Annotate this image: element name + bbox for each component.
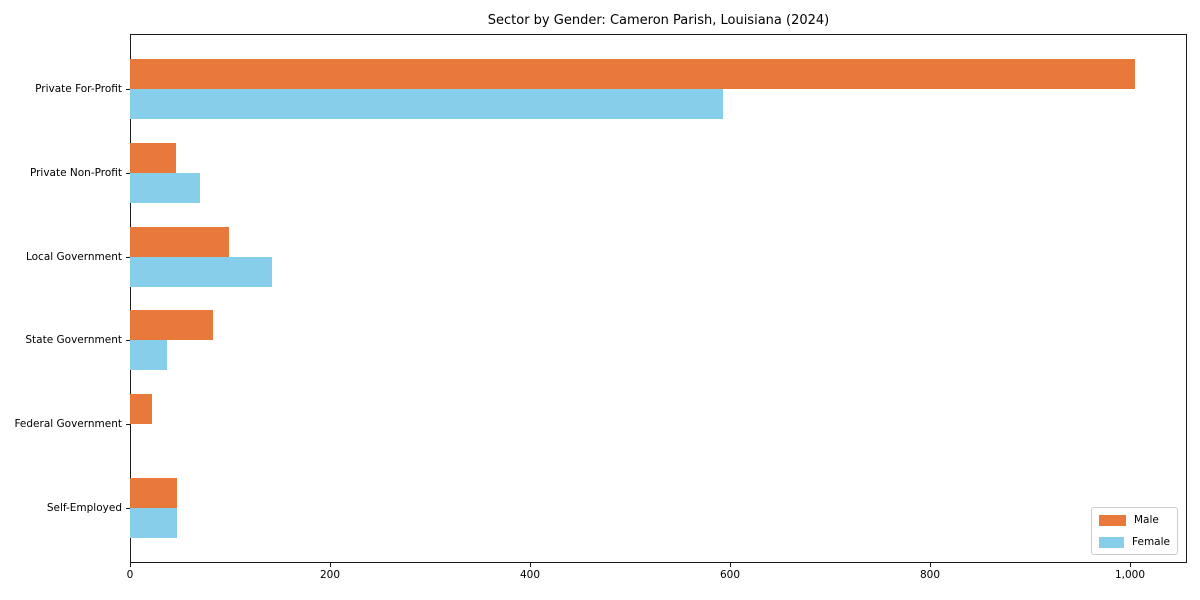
legend-item-female: Female <box>1099 536 1170 548</box>
xtick-label-1000: 1,000 <box>1114 569 1146 581</box>
chart-title: Sector by Gender: Cameron Parish, Louisi… <box>487 13 830 28</box>
xtick-mark <box>930 563 931 567</box>
ytick-label-self-employed: Self-Employed <box>46 502 122 514</box>
legend-swatch-male <box>1099 514 1126 526</box>
xtick-label-800: 800 <box>919 569 941 581</box>
xtick-mark <box>130 563 131 567</box>
xtick-mark <box>1130 563 1131 567</box>
xtick-label-200: 200 <box>319 569 341 581</box>
legend-label-male: Male <box>1134 514 1159 526</box>
ytick-label-local-government: Local Government <box>25 250 122 263</box>
ytick-label-private-non-profit: Private Non-Profit <box>29 166 122 179</box>
ytick-label-private-for-profit: Private For-Profit <box>35 83 122 95</box>
xtick-label-400: 400 <box>519 569 541 581</box>
legend-item-male: Male <box>1099 514 1170 526</box>
xtick-mark <box>330 563 331 567</box>
xtick-label-600: 600 <box>719 569 741 581</box>
ytick-label-state-government: State Government <box>25 334 122 347</box>
plot-area <box>130 34 1187 563</box>
xtick-mark <box>530 563 531 567</box>
legend: Male Female <box>1091 507 1178 555</box>
xtick-label-0: 0 <box>126 569 134 581</box>
xtick-mark <box>730 563 731 567</box>
legend-swatch-female <box>1099 536 1125 548</box>
ytick-label-federal-government: Federal Government <box>14 418 122 431</box>
legend-label-female: Female <box>1132 536 1170 548</box>
